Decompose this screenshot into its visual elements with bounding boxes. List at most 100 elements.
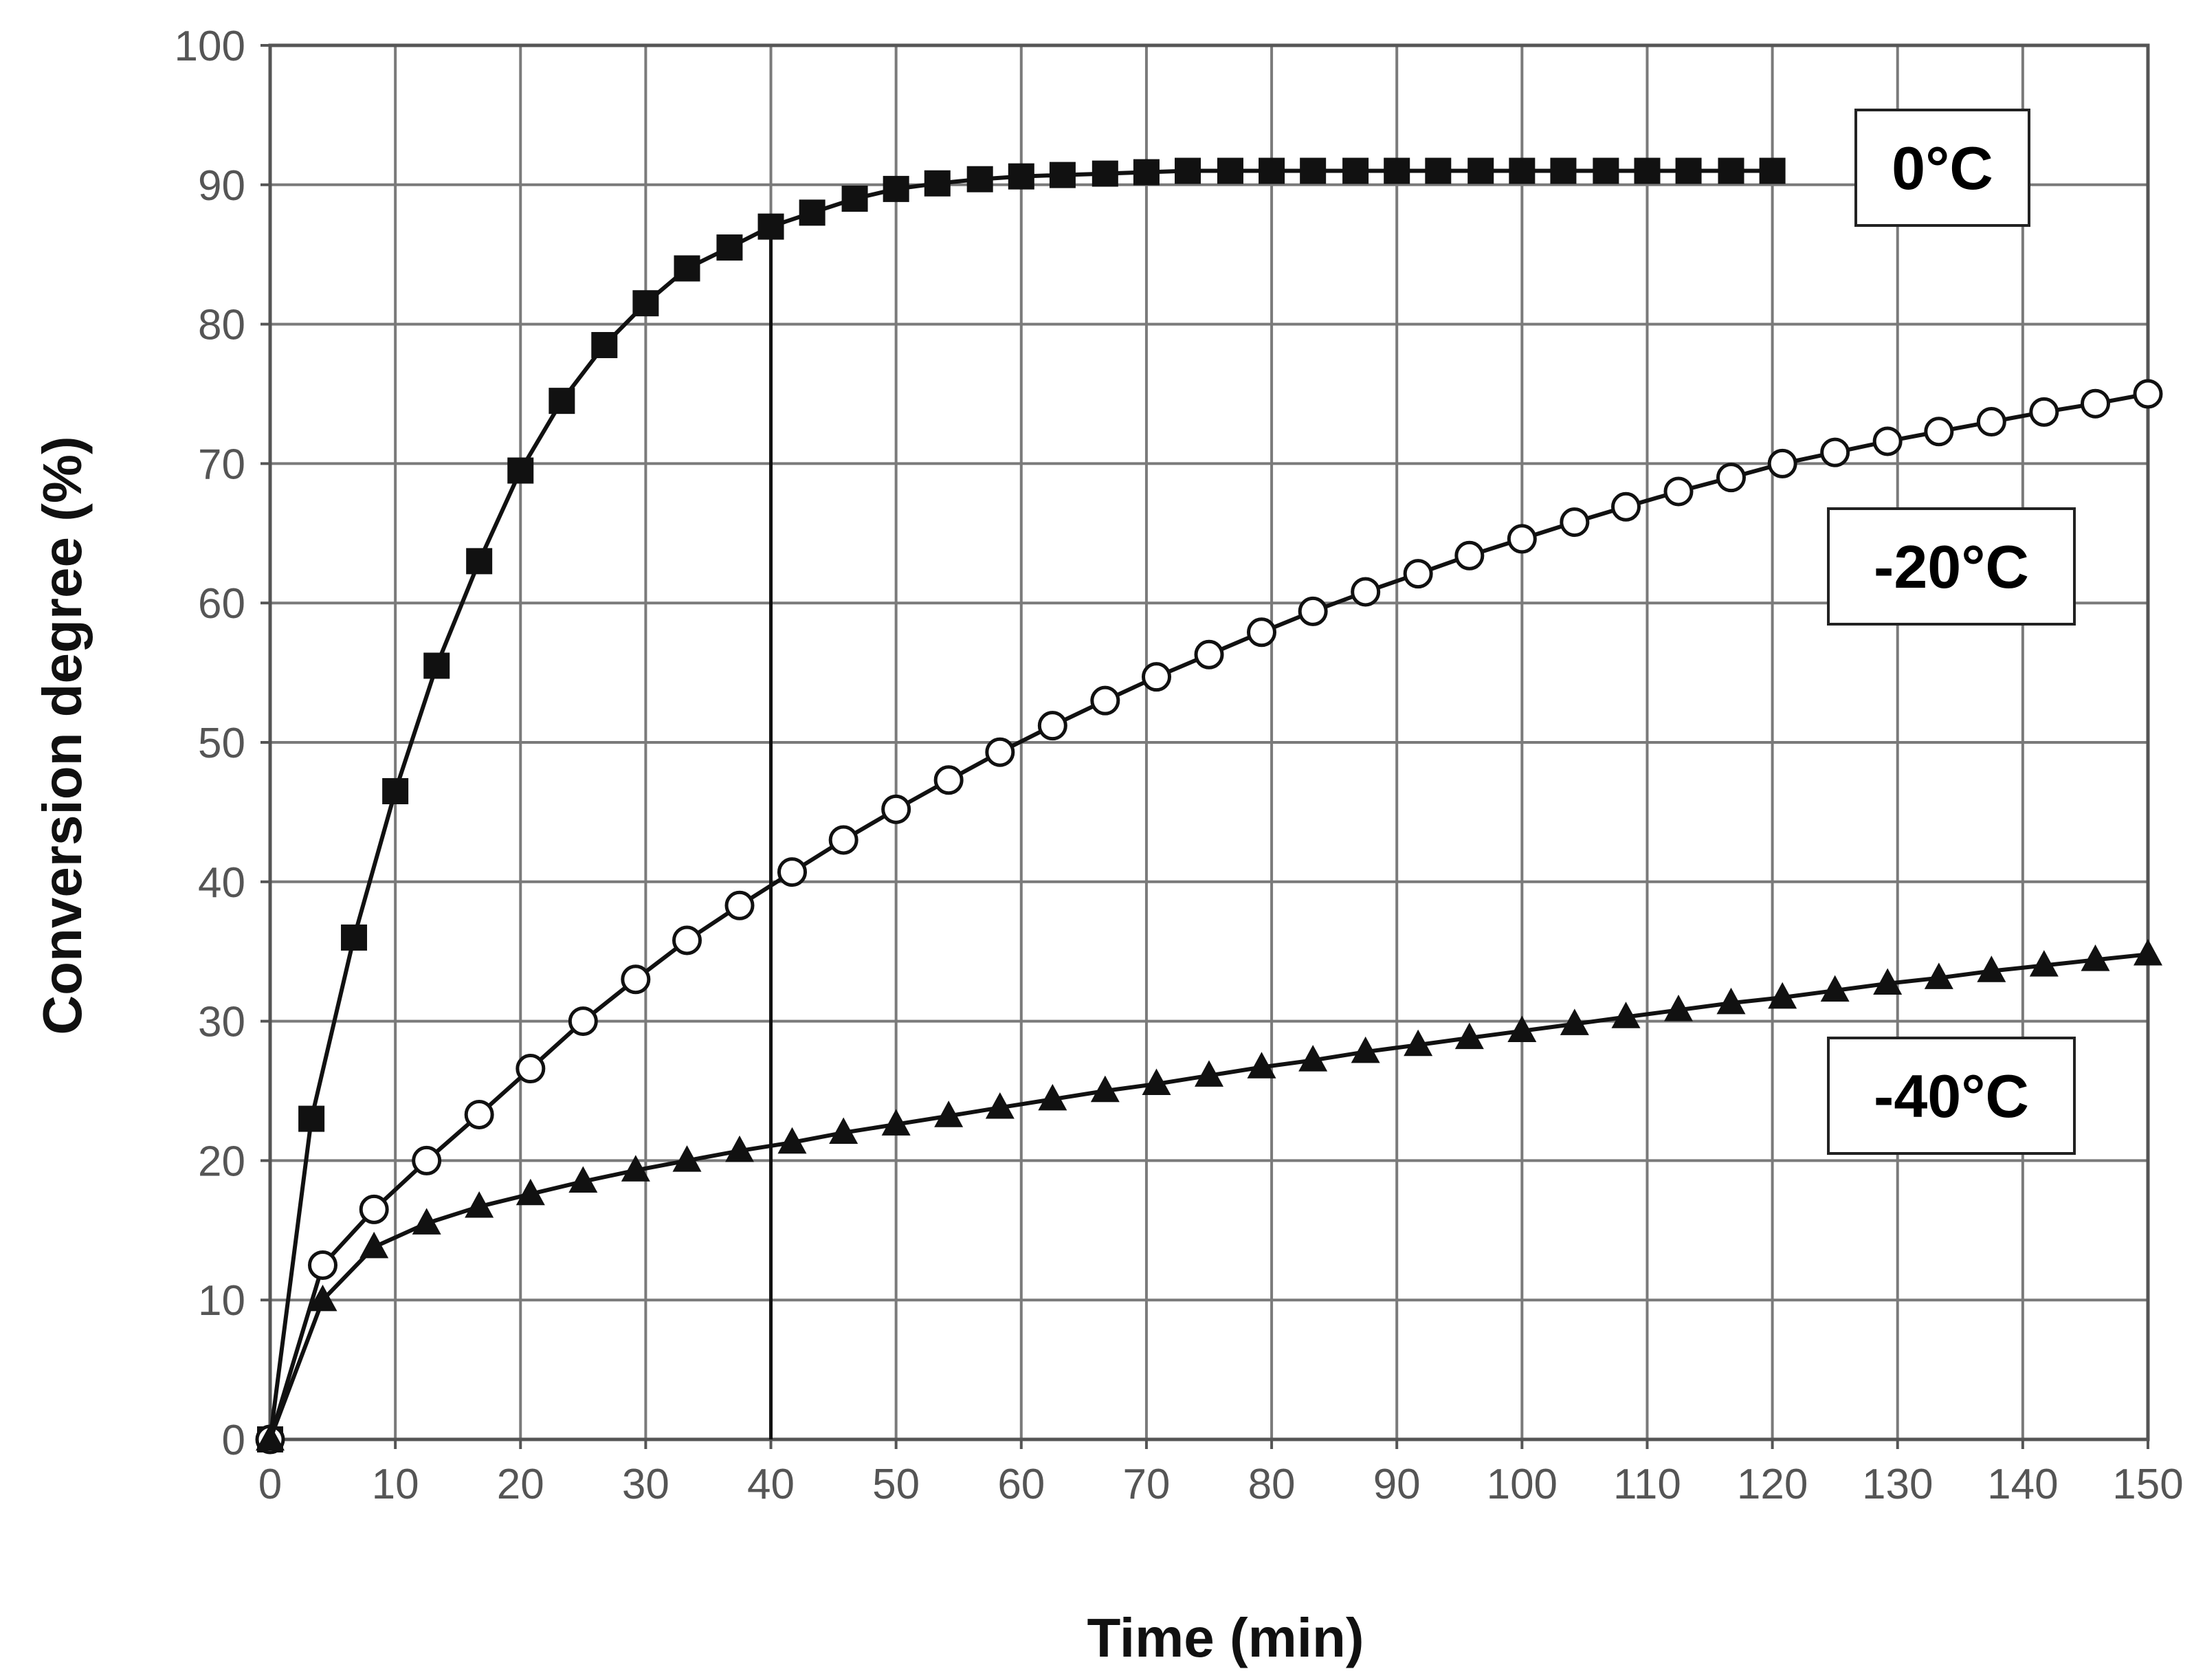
series-1 xyxy=(257,157,1786,1452)
x-tick-label: 30 xyxy=(622,1461,669,1508)
data-point xyxy=(1611,1002,1641,1028)
y-tick-label: 20 xyxy=(198,1138,245,1185)
y-tick-label: 80 xyxy=(198,302,245,349)
data-point xyxy=(359,1231,389,1259)
data-point xyxy=(2029,397,2059,427)
data-point xyxy=(1509,157,1536,184)
data-point xyxy=(1247,1052,1276,1079)
data-point xyxy=(621,1155,650,1182)
tick-labels: 0 10 20 30 40 50 60 70 80 90 100 110 120 130 140 150 0 10… xyxy=(175,23,2184,1508)
data-point xyxy=(1246,617,1276,648)
data-point xyxy=(1454,1022,1484,1050)
data-point xyxy=(1454,540,1485,571)
data-point xyxy=(1008,163,1034,190)
x-tick-label: 90 xyxy=(1373,1461,1421,1508)
data-point xyxy=(1049,162,1076,188)
data-point xyxy=(1924,417,1954,447)
data-point xyxy=(1664,995,1693,1021)
data-point xyxy=(1820,975,1850,1002)
data-point xyxy=(1718,157,1744,184)
data-point xyxy=(881,1109,911,1136)
data-point xyxy=(777,857,807,887)
data-point xyxy=(1217,157,1243,184)
data-point xyxy=(883,175,909,202)
x-tick-label: 120 xyxy=(1737,1461,1808,1508)
data-point xyxy=(1716,463,1746,493)
data-point xyxy=(256,1424,285,1451)
data-point xyxy=(777,1127,807,1154)
data-point xyxy=(2134,938,2162,966)
data-point xyxy=(966,166,993,192)
data-point xyxy=(1663,476,1694,507)
y-tick-label: 10 xyxy=(198,1277,245,1325)
x-tick-label: 110 xyxy=(1613,1461,1681,1508)
data-point xyxy=(672,1145,702,1172)
series-label-2: -20°C xyxy=(1827,507,2076,626)
data-point xyxy=(568,1006,598,1037)
data-point xyxy=(621,964,651,995)
data-point xyxy=(2081,944,2110,971)
y-axis-title: Conversion degree (%) xyxy=(32,436,93,1035)
y-tick-label: 100 xyxy=(175,23,245,70)
data-point xyxy=(1507,1015,1537,1042)
series-label-text: 0°C xyxy=(1892,134,1993,202)
data-point xyxy=(2081,388,2111,419)
series-layer xyxy=(255,157,2163,1455)
data-point xyxy=(308,1284,337,1312)
data-point xyxy=(1560,1008,1589,1035)
series-label-box xyxy=(1827,1037,2076,1155)
x-tick-label: 80 xyxy=(1248,1461,1296,1508)
data-point xyxy=(1634,157,1661,184)
y-tick-label: 60 xyxy=(198,580,245,628)
data-point xyxy=(549,388,575,415)
x-tick-label: 150 xyxy=(2112,1461,2183,1508)
data-point xyxy=(1675,157,1702,184)
data-point xyxy=(307,1250,337,1280)
series-line xyxy=(268,952,2149,1441)
series-labels: 0°C -20°C -40°C xyxy=(1827,109,2076,1155)
plot-frame xyxy=(268,43,2150,1441)
data-point xyxy=(412,1208,441,1235)
x-tick-label: 70 xyxy=(1122,1461,1170,1508)
data-point xyxy=(2133,379,2163,409)
data-point xyxy=(1759,157,1786,184)
data-point xyxy=(412,1145,442,1175)
data-point xyxy=(716,234,743,261)
data-point xyxy=(1142,662,1172,692)
data-point xyxy=(724,890,755,920)
data-point xyxy=(465,1191,494,1218)
data-point xyxy=(1977,955,2006,982)
grid xyxy=(261,43,2150,1449)
data-point xyxy=(1820,437,1850,467)
data-point xyxy=(516,1054,546,1084)
data-point xyxy=(1342,157,1369,184)
data-point xyxy=(1351,577,1381,607)
data-point xyxy=(1976,407,2006,437)
data-point xyxy=(2029,950,2059,977)
y-tick-label: 40 xyxy=(198,859,245,907)
data-point xyxy=(828,825,858,855)
data-point xyxy=(924,170,951,197)
data-point xyxy=(1403,559,1433,589)
data-point xyxy=(1593,157,1619,184)
data-point xyxy=(1872,426,1903,456)
data-point xyxy=(881,794,911,824)
x-axis-title: Time (min) xyxy=(1087,1607,1364,1668)
data-point xyxy=(1298,596,1328,626)
x-tick-label: 10 xyxy=(372,1461,419,1508)
data-point xyxy=(591,332,618,359)
data-point xyxy=(933,765,964,795)
data-point xyxy=(757,213,784,240)
series-label-3: -40°C xyxy=(1827,1037,2076,1155)
series-label-text: -40°C xyxy=(1874,1062,2029,1130)
data-point xyxy=(1425,157,1452,184)
data-point xyxy=(298,1105,325,1132)
data-point xyxy=(829,1117,858,1145)
x-tick-label: 130 xyxy=(1862,1461,1933,1508)
data-point xyxy=(1924,962,1953,989)
data-point xyxy=(934,1101,964,1127)
series-label-text: -20°C xyxy=(1874,533,2029,601)
data-point xyxy=(568,1166,598,1193)
data-point xyxy=(1300,157,1327,184)
